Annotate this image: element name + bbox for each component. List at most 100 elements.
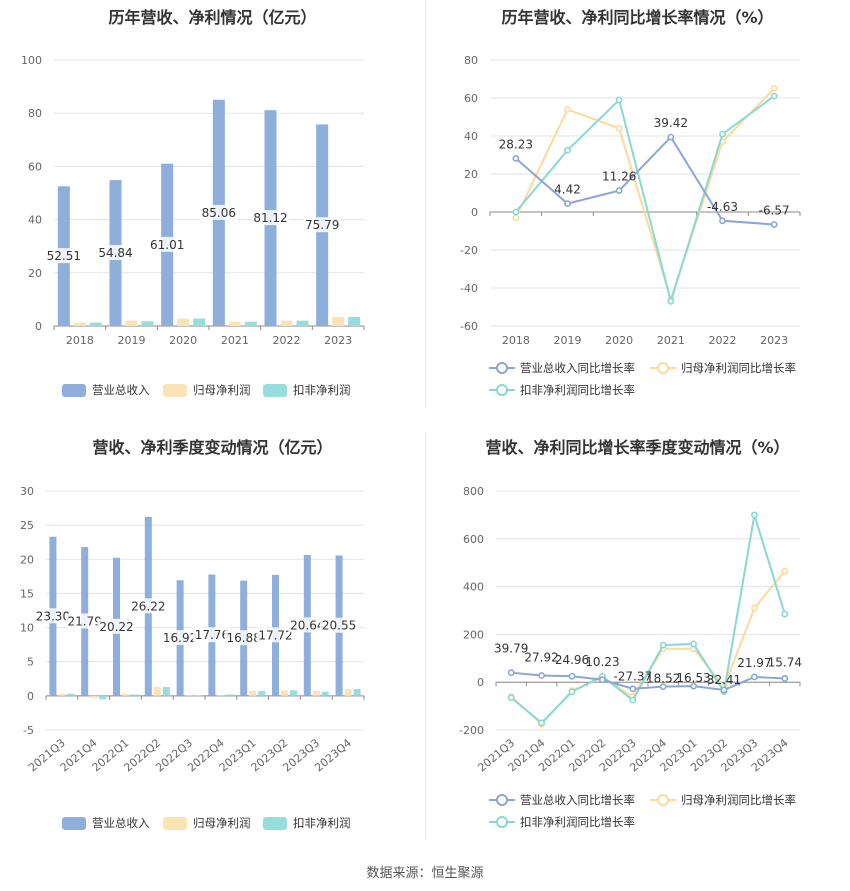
legend-item-net-profit-growth[interactable]: 归母净利润同比增长率 bbox=[650, 792, 796, 808]
legend-item-deducted-profit[interactable]: 扣非净利润 bbox=[263, 382, 351, 398]
point-revenue-growth bbox=[538, 672, 545, 679]
data-label: 17.72 bbox=[258, 628, 292, 642]
chart-title: 营收、净利同比增长率季度变动情况（%） bbox=[485, 438, 790, 457]
y-tick-label: 5 bbox=[27, 656, 34, 669]
legend-swatch-deducted-profit bbox=[263, 816, 287, 830]
x-tick-label: 2020 bbox=[169, 334, 197, 347]
y-tick-label: 400 bbox=[463, 581, 484, 594]
legend-item-deducted-profit-growth[interactable]: 扣非净利润同比增长率 bbox=[489, 814, 635, 830]
data-label: 39.42 bbox=[654, 116, 688, 130]
data-label: 16.92 bbox=[163, 631, 197, 645]
legend-label: 扣非净利润 bbox=[293, 816, 351, 830]
bar-net-profit bbox=[332, 316, 345, 326]
bar-net-profit bbox=[312, 691, 320, 696]
x-tick-label: 2018 bbox=[66, 334, 94, 347]
data-label-bg bbox=[199, 204, 238, 220]
point-revenue-growth bbox=[615, 187, 623, 195]
legend-item-revenue[interactable]: 营业总收入 bbox=[62, 382, 150, 398]
series-line-net-profit-growth bbox=[514, 87, 775, 303]
point-revenue-growth bbox=[512, 154, 520, 162]
y-tick-label: -20 bbox=[460, 244, 478, 257]
bar-net-profit bbox=[58, 693, 66, 696]
legend-item-revenue-growth[interactable]: 营业总收入同比增长率 bbox=[489, 792, 635, 808]
legend-item-revenue-growth[interactable]: 营业总收入同比增长率 bbox=[489, 360, 635, 376]
bar-deducted-profit bbox=[353, 689, 361, 696]
x-tick-label: 2022 bbox=[709, 334, 737, 347]
data-label-bg bbox=[97, 618, 136, 634]
bar-deducted-profit bbox=[89, 322, 102, 326]
bar-net-profit bbox=[228, 321, 241, 326]
x-tick-label: 2020 bbox=[605, 334, 633, 347]
data-label: 61.01 bbox=[150, 238, 184, 252]
x-tick-label: 2022 bbox=[273, 334, 301, 347]
vertical-divider bbox=[425, 0, 426, 408]
legend-label: 营业总收入 bbox=[92, 816, 150, 830]
legend-item-deducted-profit[interactable]: 扣非净利润 bbox=[263, 815, 351, 831]
series-line-deducted-profit-growth bbox=[515, 95, 775, 305]
legend-label: 扣非净利润同比增长率 bbox=[520, 815, 635, 829]
x-tick-label: 2023 bbox=[760, 334, 788, 347]
point-revenue-growth bbox=[667, 133, 675, 141]
y-tick-label: -200 bbox=[459, 724, 484, 737]
data-label: -27.37 bbox=[613, 670, 652, 684]
bar-deducted-profit bbox=[131, 694, 138, 696]
data-label: 15.74 bbox=[768, 655, 802, 669]
point-deducted-profit-growth bbox=[629, 696, 637, 704]
data-label: -4.63 bbox=[707, 200, 738, 214]
legend-item-deducted-profit-growth[interactable]: 扣非净利润同比增长率 bbox=[489, 382, 635, 398]
point-net-profit-growth bbox=[615, 124, 623, 132]
legend-line-symbol bbox=[489, 362, 515, 374]
legend-item-net-profit-growth[interactable]: 归母净利润同比增长率 bbox=[650, 360, 796, 376]
annual-growth-line-plot: -60 -40 -20 0 20 40 60 80 2018 2019 2020 2021 2022 20… bbox=[460, 54, 801, 347]
data-label-bg bbox=[44, 248, 83, 264]
bar-deducted-profit bbox=[194, 695, 202, 697]
data-label: 21.97 bbox=[737, 656, 771, 670]
legend-line-symbol bbox=[489, 794, 515, 806]
chart-title: 历年营收、净利同比增长率情况（%） bbox=[501, 8, 774, 27]
legend-item-net-profit[interactable]: 归母净利润 bbox=[163, 815, 251, 831]
point-net-profit-growth bbox=[512, 214, 520, 222]
data-label-bg bbox=[65, 613, 104, 629]
data-label-bg bbox=[320, 617, 359, 633]
y-tick-label: 80 bbox=[28, 107, 42, 120]
point-revenue-growth bbox=[781, 675, 789, 682]
y-tick-label: 20 bbox=[20, 553, 34, 566]
quarterly-revenue-profit-chart: 营收、净利季度变动情况（亿元） -5 0 5 10 15 20 25 30 2021Q3 2021… bbox=[0, 430, 425, 860]
data-label-bg bbox=[192, 627, 231, 643]
y-tick-label: 600 bbox=[463, 533, 484, 546]
y-tick-label: 0 bbox=[477, 676, 484, 689]
bar-net-profit bbox=[177, 318, 190, 326]
bar-net-profit bbox=[280, 320, 293, 326]
chart-title: 历年营收、净利情况（亿元） bbox=[108, 8, 317, 27]
data-label: 85.06 bbox=[202, 206, 236, 220]
legend-swatch-revenue bbox=[62, 816, 86, 830]
bar-net-profit bbox=[125, 320, 138, 326]
bar-net-profit bbox=[249, 691, 257, 696]
data-label: 39.79 bbox=[494, 642, 528, 656]
data-label: 54.84 bbox=[98, 246, 132, 260]
y-tick-label: 100 bbox=[21, 54, 42, 67]
data-label: 32.41 bbox=[707, 673, 741, 687]
legend-item-revenue[interactable]: 营业总收入 bbox=[62, 815, 150, 831]
bar-net-profit bbox=[73, 322, 86, 326]
y-tick-label: 40 bbox=[464, 130, 478, 143]
bar-deducted-profit bbox=[258, 691, 266, 696]
bar-deducted-profit bbox=[193, 318, 206, 326]
point-revenue-growth bbox=[719, 217, 726, 225]
data-label: 16.88 bbox=[227, 631, 261, 645]
legend-item-net-profit[interactable]: 归母净利润 bbox=[163, 382, 251, 398]
point-revenue-growth bbox=[750, 673, 758, 681]
data-label-bg bbox=[288, 617, 327, 633]
x-tick-label: 2019 bbox=[554, 334, 582, 347]
data-label-bg bbox=[96, 245, 135, 261]
y-tick-label: 10 bbox=[20, 622, 34, 635]
point-deducted-profit-growth bbox=[667, 297, 675, 305]
bar-deducted-profit bbox=[99, 695, 107, 700]
quarterly-growth-chart: 营收、净利同比增长率季度变动情况（%） -200 0 200 400 600 800 202… bbox=[425, 430, 850, 860]
bar-deducted-profit bbox=[67, 693, 75, 696]
y-tick-label: 0 bbox=[471, 206, 478, 219]
point-net-profit-growth bbox=[750, 604, 758, 612]
legend-swatch-revenue bbox=[62, 383, 86, 397]
data-label-bg bbox=[161, 630, 200, 646]
bar-deducted-profit bbox=[162, 686, 170, 696]
